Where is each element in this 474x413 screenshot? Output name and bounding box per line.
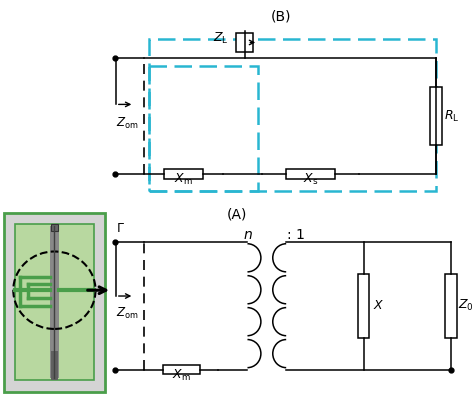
- Bar: [4, 213, 105, 392]
- Bar: [51, 351, 58, 380]
- Text: $Z_0$: $Z_0$: [458, 298, 474, 313]
- Bar: [358, 274, 369, 338]
- Bar: [236, 33, 253, 52]
- Text: $R_\mathrm{L}$: $R_\mathrm{L}$: [444, 109, 459, 123]
- Bar: [50, 226, 59, 378]
- Text: (A): (A): [227, 208, 247, 222]
- Bar: [286, 169, 335, 179]
- Text: $X_\mathrm{s}$: $X_\mathrm{s}$: [303, 171, 318, 187]
- Text: (B): (B): [271, 9, 292, 24]
- Bar: [445, 274, 456, 338]
- Text: $X_\mathrm{m}$: $X_\mathrm{m}$: [172, 368, 191, 383]
- Bar: [149, 38, 436, 192]
- Text: $\Gamma$: $\Gamma$: [116, 222, 125, 235]
- Bar: [163, 365, 200, 375]
- Text: $n$: $n$: [243, 228, 252, 242]
- Bar: [149, 66, 258, 192]
- Text: : 1: : 1: [287, 228, 305, 242]
- Bar: [15, 224, 93, 380]
- Text: $X$: $X$: [374, 299, 384, 312]
- Text: $Z_\mathrm{om}$: $Z_\mathrm{om}$: [116, 306, 138, 321]
- Text: $Z_\mathrm{om}$: $Z_\mathrm{om}$: [116, 116, 138, 131]
- Bar: [430, 87, 442, 145]
- Bar: [164, 169, 203, 179]
- Text: $Z_\mathrm{L}$: $Z_\mathrm{L}$: [213, 31, 229, 46]
- Bar: [51, 224, 58, 231]
- Text: $X_\mathrm{m}$: $X_\mathrm{m}$: [174, 171, 193, 187]
